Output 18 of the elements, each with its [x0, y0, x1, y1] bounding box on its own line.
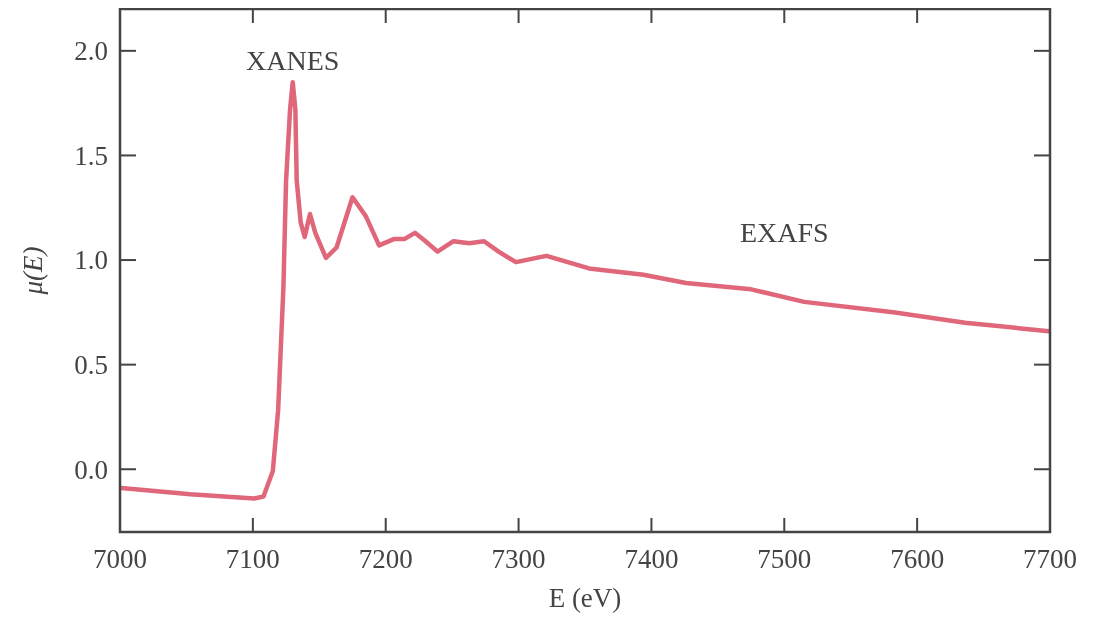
x-tick-label: 7600: [890, 544, 945, 574]
y-tick-label: 1.0: [74, 245, 108, 276]
x-tick-label: 7100: [225, 544, 280, 574]
x-tick-label: 7200: [358, 544, 413, 574]
annotation: EXAFS: [739, 216, 829, 248]
line-series: [119, 79, 1051, 501]
y-tick-label: 2.0: [74, 36, 108, 67]
y-tick-label: 0.5: [74, 350, 108, 381]
y-axis-title: μ(E): [18, 246, 48, 296]
x-tick-label: 7500: [757, 544, 812, 574]
y-tick-label: 1.5: [74, 140, 108, 171]
x-tick-label: 7700: [1023, 544, 1077, 574]
y-tick-label: 0.0: [74, 454, 108, 485]
x-axis-title: E (eV): [548, 583, 622, 613]
x-tick-label: 7400: [624, 544, 679, 574]
x-tick-label: 7000: [93, 544, 147, 574]
x-tick-label: 7300: [491, 544, 546, 574]
annotation: XANES: [246, 45, 340, 77]
